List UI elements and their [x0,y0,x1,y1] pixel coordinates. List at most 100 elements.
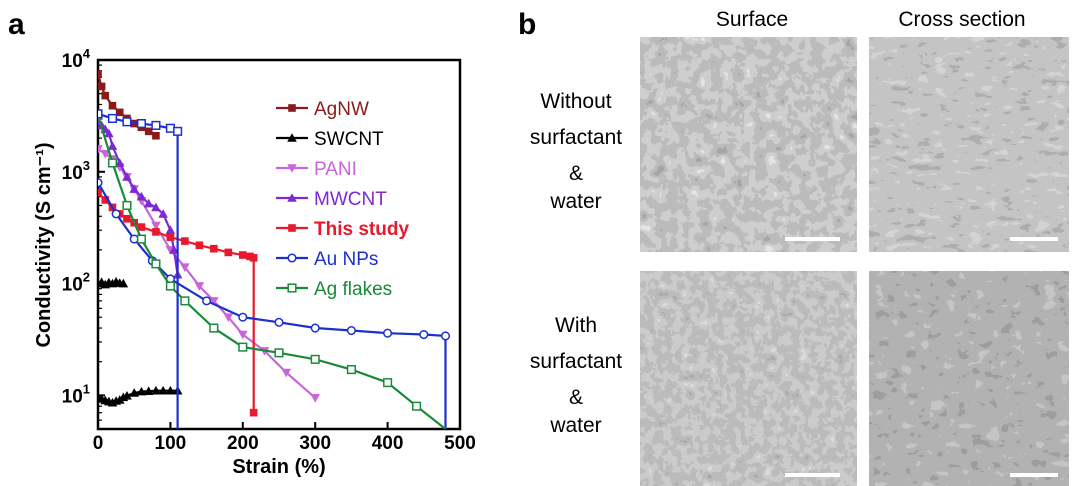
data-point [165,281,175,291]
series-swcnt [98,276,183,407]
data-point [107,141,118,150]
data-point [100,149,111,159]
data-point [98,70,102,78]
data-point [169,245,179,254]
data-point [224,248,233,257]
data-point [383,328,393,338]
row1-line4: water [549,190,601,213]
data-point [223,313,234,323]
legend-label: Ag flakes [314,279,392,300]
data-point [346,365,356,375]
data-point [151,385,161,395]
panel-b-label: b [518,8,536,41]
series-line [98,114,447,429]
legend: AgNW SWCNT PANI MWCNT This study Au NPs Ag fla… [276,99,409,300]
data-point [151,259,161,269]
data-point [180,263,190,273]
data-point [165,385,176,395]
data-point [383,378,393,388]
scale-bar [1010,237,1058,241]
data-point [440,331,451,341]
data-point [151,221,161,231]
sem-image-surface-without [640,37,857,252]
data-point [181,237,189,245]
data-point [136,386,147,396]
data-point [123,214,131,223]
row1-line1: Without [540,90,611,113]
data-point [210,244,218,253]
data-point [98,109,103,119]
legend-marker [287,253,297,263]
data-point [346,325,356,336]
data-point [152,131,160,140]
series-ag-flakes [98,110,447,429]
data-point [122,172,132,181]
data-point [281,368,292,378]
legend-label: SWCNT [314,129,384,150]
data-point [144,127,153,136]
x-tick-label: 300 [299,433,331,454]
data-point [238,312,248,322]
legend-item: AgNW [276,99,369,120]
x-tick-label: 200 [227,433,259,454]
scale-bar [785,237,840,241]
y-tick-label: 101 [62,381,90,407]
legend-label: This study [314,219,409,240]
legend-label: MWCNT [314,189,387,210]
x-tick-label: 100 [155,433,187,454]
data-point [151,202,161,212]
data-point [122,117,132,127]
legend-item: Ag flakes [276,279,392,300]
legend-label: Au NPs [314,249,378,270]
legend-marker [287,164,297,173]
data-point [195,241,204,250]
data-point [98,188,102,197]
data-point [122,391,132,400]
legend-item: SWCNT [276,129,384,150]
data-point [101,91,110,100]
row1-label: Without surfactant & water [530,90,622,213]
data-point [98,178,103,188]
data-point [173,126,183,136]
row2-line4: water [549,414,601,437]
data-point [115,108,124,117]
data-point [118,278,129,288]
data-point [98,145,103,154]
series-unlabeled-7 [98,109,183,429]
legend-marker [287,133,297,142]
data-point [136,234,146,244]
y-tick-label: 104 [62,46,91,72]
column-header-surface: Surface [716,8,788,31]
sem-image-surface-with [640,271,857,486]
data-point [166,233,175,241]
data-point [98,82,106,91]
legend-label: PANI [314,159,357,180]
sem-image-cross-without [869,37,1069,252]
data-point [238,342,248,352]
data-point [143,198,154,208]
data-point [101,196,110,204]
data-point [143,386,154,395]
series-mwcnt [98,116,183,279]
data-point [151,120,161,130]
data-point [419,329,429,340]
row2-label: With surfactant & water [530,314,622,437]
plot-frame [96,58,462,431]
legend-label: AgNW [314,99,369,120]
sem-panel: Surface Cross section Without surfactant… [530,8,1069,486]
data-point [136,119,146,129]
series-line [98,191,255,413]
data-point [111,209,121,219]
data-point [310,323,320,333]
series-line [98,73,157,137]
row2-line1: With [555,314,597,337]
data-point [209,297,219,306]
data-point [249,254,258,262]
data-point [122,200,132,210]
scale-bar [1010,473,1058,477]
legend-item: MWCNT [276,189,387,210]
panel-a-label: a [8,8,25,41]
data-point [129,184,139,193]
legend-marker [287,283,297,293]
